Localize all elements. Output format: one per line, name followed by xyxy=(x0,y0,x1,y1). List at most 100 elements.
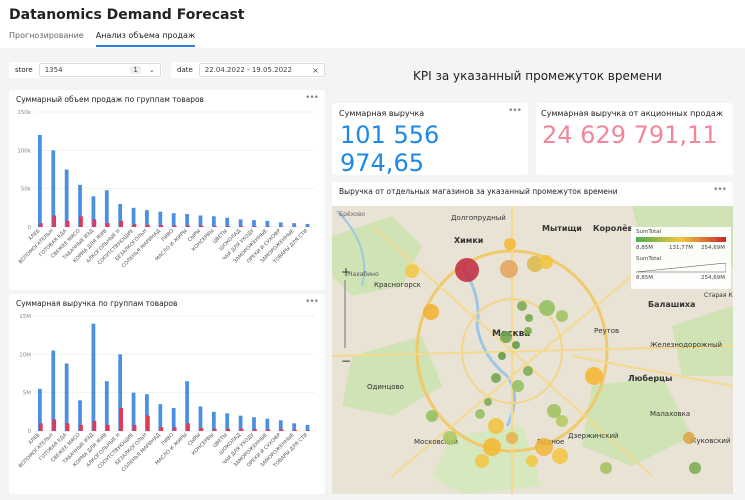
date-range-input[interactable]: 22.04.2022 - 19.05.2022 × xyxy=(198,63,325,77)
bar[interactable] xyxy=(211,411,216,431)
bar[interactable] xyxy=(119,220,123,227)
more-menu-icon[interactable]: ••• xyxy=(305,297,319,307)
store-bubble[interactable] xyxy=(491,373,501,383)
store-bubble[interactable] xyxy=(443,431,457,445)
bar[interactable] xyxy=(265,220,270,227)
bar[interactable] xyxy=(198,215,203,228)
store-bubble[interactable] xyxy=(526,455,538,467)
bar[interactable] xyxy=(252,417,256,431)
bar[interactable] xyxy=(211,216,216,227)
store-bubble[interactable] xyxy=(525,314,533,322)
bar[interactable] xyxy=(225,217,230,227)
bar[interactable] xyxy=(52,419,57,432)
store-bubble[interactable] xyxy=(500,260,518,278)
bar[interactable] xyxy=(105,424,110,431)
bar[interactable] xyxy=(306,430,311,431)
bar[interactable] xyxy=(172,427,177,431)
store-bubble[interactable] xyxy=(539,255,553,269)
bar[interactable] xyxy=(65,423,70,431)
bar[interactable] xyxy=(293,429,297,431)
bar[interactable] xyxy=(92,219,97,227)
bar[interactable] xyxy=(199,225,204,227)
bar[interactable] xyxy=(51,350,56,432)
bar[interactable] xyxy=(292,423,296,431)
bar[interactable] xyxy=(185,381,189,431)
store-bubble[interactable] xyxy=(498,352,506,360)
bar[interactable] xyxy=(38,223,43,227)
store-bubble[interactable] xyxy=(539,300,555,316)
store-bubble[interactable] xyxy=(585,367,603,385)
bar[interactable] xyxy=(239,226,244,227)
bar[interactable] xyxy=(132,223,137,227)
bar[interactable] xyxy=(279,429,284,431)
store-bubble[interactable] xyxy=(488,418,504,434)
bar[interactable] xyxy=(92,421,97,431)
bar[interactable] xyxy=(253,429,257,431)
store-bubble[interactable] xyxy=(504,238,516,250)
store-bubble[interactable] xyxy=(547,404,561,418)
bar[interactable] xyxy=(238,415,243,431)
bar[interactable] xyxy=(65,220,70,227)
store-select[interactable]: 1354 1 ⌄ xyxy=(38,63,161,77)
bar[interactable] xyxy=(118,354,123,431)
bar[interactable] xyxy=(104,190,109,227)
bar[interactable] xyxy=(145,210,149,227)
bar[interactable] xyxy=(198,406,203,431)
bar[interactable] xyxy=(238,219,243,227)
bar[interactable] xyxy=(104,381,109,431)
zoom-in-button[interactable]: + xyxy=(341,265,352,279)
bar[interactable] xyxy=(305,424,310,431)
bar[interactable] xyxy=(119,408,123,431)
store-bubble[interactable] xyxy=(512,341,520,349)
bar[interactable] xyxy=(145,224,150,227)
bar[interactable] xyxy=(278,222,283,227)
more-menu-icon[interactable]: ••• xyxy=(713,185,727,195)
bar[interactable] xyxy=(185,213,189,227)
chevron-down-icon[interactable]: ⌄ xyxy=(148,66,155,74)
store-bubble[interactable] xyxy=(683,432,695,444)
bar[interactable] xyxy=(305,223,310,227)
store-bubble[interactable] xyxy=(689,462,701,474)
store-bubble[interactable] xyxy=(556,415,568,427)
bar[interactable] xyxy=(78,184,82,227)
store-bubble[interactable] xyxy=(426,410,438,422)
bar[interactable] xyxy=(186,423,190,431)
bar[interactable] xyxy=(225,413,230,431)
bar[interactable] xyxy=(64,169,69,228)
bar[interactable] xyxy=(159,427,164,431)
bar[interactable] xyxy=(266,226,271,227)
bar[interactable] xyxy=(199,427,204,431)
store-bubble[interactable] xyxy=(552,448,568,464)
bar[interactable] xyxy=(145,394,149,431)
tab-sales-analysis[interactable]: Анализ объема продаж xyxy=(95,31,196,47)
bar[interactable] xyxy=(266,429,271,431)
store-bubble[interactable] xyxy=(523,366,533,376)
bar[interactable] xyxy=(131,392,136,431)
bar[interactable] xyxy=(226,226,231,227)
bar[interactable] xyxy=(105,223,110,227)
store-bubble[interactable] xyxy=(405,264,419,278)
store-bubble[interactable] xyxy=(500,331,512,343)
store-bubble[interactable] xyxy=(512,380,524,392)
bar[interactable] xyxy=(78,400,82,431)
bar[interactable] xyxy=(265,418,270,431)
bar[interactable] xyxy=(172,225,177,227)
store-bubble[interactable] xyxy=(475,409,485,419)
bar[interactable] xyxy=(226,428,231,431)
more-menu-icon[interactable]: ••• xyxy=(305,93,319,103)
store-bubble[interactable] xyxy=(524,327,532,335)
bar[interactable] xyxy=(91,323,96,431)
store-bubble[interactable] xyxy=(535,438,553,456)
bar[interactable] xyxy=(212,428,217,431)
zoom-out-button[interactable]: − xyxy=(341,354,352,368)
bar[interactable] xyxy=(118,204,123,227)
store-bubble[interactable] xyxy=(483,438,501,456)
bar[interactable] xyxy=(38,135,42,227)
bar[interactable] xyxy=(158,404,163,431)
bar[interactable] xyxy=(51,150,56,227)
bar[interactable] xyxy=(64,363,69,431)
bar[interactable] xyxy=(239,428,244,431)
store-bubble[interactable] xyxy=(600,462,612,474)
bar[interactable] xyxy=(252,220,256,227)
bar[interactable] xyxy=(38,388,42,431)
